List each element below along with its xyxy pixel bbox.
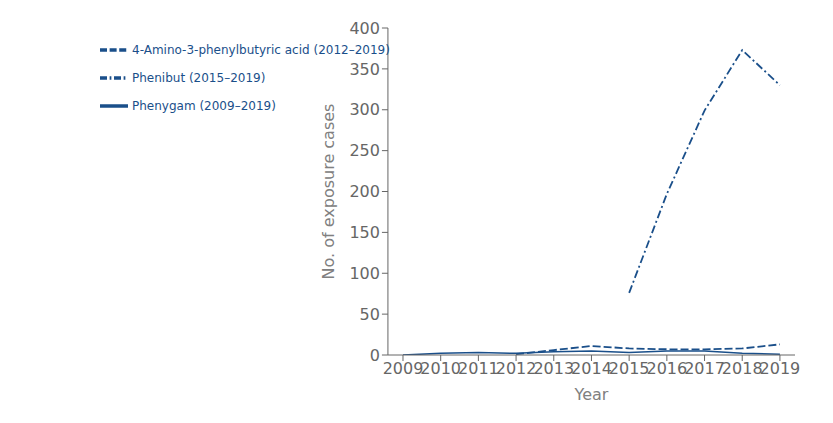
html-text:4-Amino-3-phenylbutyric acid (: 4-Amino-3-phenylbutyric acid (2012–2019) — [132, 42, 390, 57]
svg-text:2012: 2012 — [496, 359, 537, 378]
svg-text:2014: 2014 — [571, 359, 612, 378]
svg-text:200: 200 — [349, 182, 380, 201]
svg-text:2018: 2018 — [722, 359, 763, 378]
svg-text:Year: Year — [574, 385, 609, 404]
svg-text:350: 350 — [349, 60, 380, 79]
svg-text:2010: 2010 — [420, 359, 461, 378]
svg-text:2019: 2019 — [760, 359, 801, 378]
svg-text:2009: 2009 — [383, 359, 424, 378]
svg-text:2015: 2015 — [609, 359, 650, 378]
svg-text:2017: 2017 — [684, 359, 725, 378]
svg-text:2011: 2011 — [458, 359, 499, 378]
html-text:Phenygam (2009–2019): Phenygam (2009–2019) — [132, 98, 276, 113]
svg-text:150: 150 — [349, 223, 380, 242]
svg-text:300: 300 — [349, 100, 380, 119]
svg-text:50: 50 — [360, 305, 380, 324]
svg-text:2013: 2013 — [533, 359, 574, 378]
svg-text:No. of exposure cases: No. of exposure cases — [319, 104, 338, 280]
svg-text:100: 100 — [349, 264, 380, 283]
svg-text:400: 400 — [349, 19, 380, 38]
svg-text:250: 250 — [349, 141, 380, 160]
svg-text:2016: 2016 — [646, 359, 687, 378]
html-text:Phenibut (2015–2019): Phenibut (2015–2019) — [132, 70, 266, 85]
svg-text:0: 0 — [370, 346, 380, 365]
